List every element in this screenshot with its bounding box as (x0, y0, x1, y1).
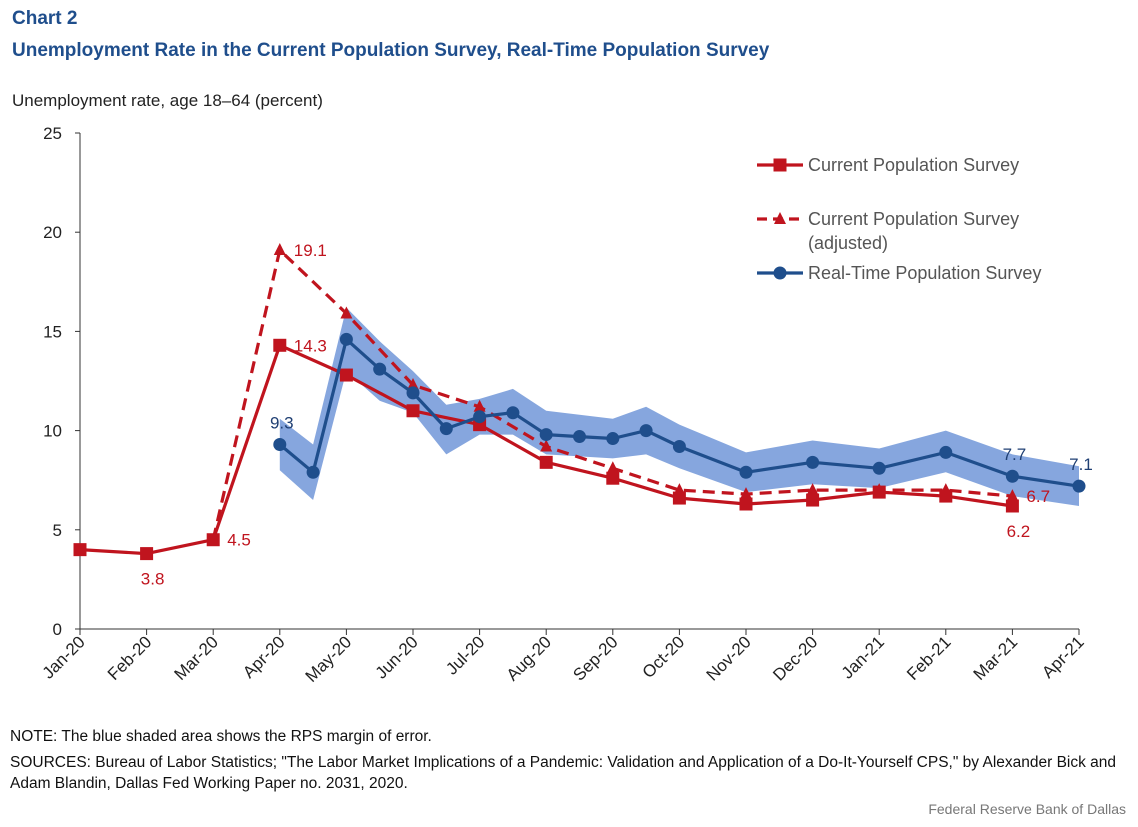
series-layer (73, 243, 1086, 561)
cps-point (206, 533, 220, 547)
rps-point (872, 461, 886, 475)
rps-point (373, 362, 387, 376)
cps-data-label: 4.5 (227, 531, 251, 550)
cps-point (606, 471, 620, 485)
rps-margin-of-error-layer (279, 307, 1079, 506)
rps-point (439, 422, 453, 436)
cps-data-label: 6.2 (1007, 522, 1031, 541)
x-tick-label: Aug-20 (503, 632, 555, 684)
cps-data-label: 19.1 (294, 241, 327, 260)
chart-number: Chart 2 (12, 8, 78, 29)
cps-adjusted-point (606, 461, 619, 474)
legend-cps-adjusted-label: (adjusted) (808, 233, 888, 253)
rps-point (339, 332, 353, 346)
cps-point (872, 485, 886, 499)
y-tick-label: 15 (43, 322, 62, 341)
cps-point (140, 547, 154, 561)
y-tick-label: 10 (43, 422, 62, 441)
rps-data-label: 7.7 (1003, 445, 1027, 464)
y-tick-label: 5 (53, 521, 62, 540)
x-tick-label: Feb-21 (903, 632, 955, 684)
chart-sources: SOURCES: Bureau of Labor Statistics; "Th… (10, 754, 1117, 792)
x-tick-label: Dec-20 (769, 632, 821, 684)
rps-point (573, 430, 586, 444)
x-tick-label: Jan-20 (39, 632, 89, 682)
x-tick-label: Jul-20 (442, 632, 488, 678)
rps-data-label: 7.1 (1069, 455, 1093, 474)
rps-point (406, 386, 420, 400)
x-tick-label: Jun-20 (372, 632, 422, 682)
x-tick-label: May-20 (302, 632, 356, 686)
cps-point (739, 497, 753, 511)
x-tick-label: Feb-20 (104, 632, 156, 684)
cps-point (339, 368, 353, 382)
credit-line: Federal Reserve Bank of Dallas (928, 801, 1126, 817)
cps-data-label: 3.8 (141, 570, 165, 589)
chart-note: NOTE: The blue shaded area shows the RPS… (10, 728, 432, 745)
legend-rps-marker (773, 266, 787, 280)
rps-point (639, 424, 653, 438)
rps-point (539, 428, 553, 442)
x-tick-label: Mar-21 (970, 632, 1022, 684)
legend-cps-adjusted-marker (774, 212, 786, 224)
x-tick-label: Jan-21 (838, 632, 888, 682)
x-tick-label: Nov-20 (703, 632, 755, 684)
cps-point (1005, 499, 1019, 513)
cps-point (806, 493, 820, 507)
rps-point (1072, 479, 1086, 493)
rps-point (939, 445, 953, 459)
y-tick-label: 25 (43, 124, 62, 143)
rps-point (806, 455, 820, 469)
rps-point (1005, 469, 1019, 483)
y-tick-label: 0 (53, 620, 62, 639)
y-axis-label: Unemployment rate, age 18–64 (percent) (12, 91, 323, 110)
rps-point (506, 406, 520, 420)
cps-point (539, 455, 553, 469)
cps-adjusted-point (340, 306, 353, 319)
cps-adjusted-point (273, 243, 286, 256)
cps-point (939, 489, 953, 503)
legend-rps-label: Real-Time Population Survey (808, 263, 1041, 283)
cps-point (273, 338, 287, 352)
y-tick-label: 20 (43, 223, 62, 242)
cps-adjusted-point (806, 483, 819, 496)
rps-point (273, 437, 287, 451)
x-tick-label: Sep-20 (569, 632, 621, 684)
rps-point (473, 410, 487, 424)
cps-adjusted-point (1006, 489, 1019, 502)
x-tick-label: Mar-20 (171, 632, 223, 684)
rps-point (739, 465, 753, 479)
x-tick-label: Oct-20 (639, 632, 689, 682)
x-tick-label: Apr-20 (239, 632, 289, 682)
cps-adjusted-point (473, 399, 486, 412)
cps-adjusted-point (540, 439, 553, 452)
data-labels: 3.8 4.5 14.3 19.1 6.2 6.7 9.3 7.7 7.1 (141, 241, 1093, 589)
cps-data-label: 6.7 (1026, 487, 1050, 506)
cps-point (672, 491, 686, 505)
x-tick-label: Apr-21 (1038, 632, 1088, 682)
cps-point (406, 404, 420, 418)
cps-adjusted-point (407, 377, 419, 390)
cps-data-label: 14.3 (294, 336, 327, 355)
legend: Current Population Survey Current Populat… (757, 155, 1041, 283)
cps-point (73, 543, 87, 557)
legend-cps-marker (773, 158, 787, 172)
rps-data-label: 9.3 (270, 413, 294, 432)
rps-point (606, 432, 620, 446)
chart-title: Unemployment Rate in the Current Populat… (12, 40, 770, 61)
rps-margin-of-error-band (279, 307, 1079, 506)
rps-point (306, 465, 320, 479)
legend-cps-adjusted-label: Current Population Survey (808, 209, 1019, 229)
cps-adjusted-point (740, 487, 752, 500)
rps-point (672, 439, 686, 453)
legend-cps-label: Current Population Survey (808, 155, 1019, 175)
